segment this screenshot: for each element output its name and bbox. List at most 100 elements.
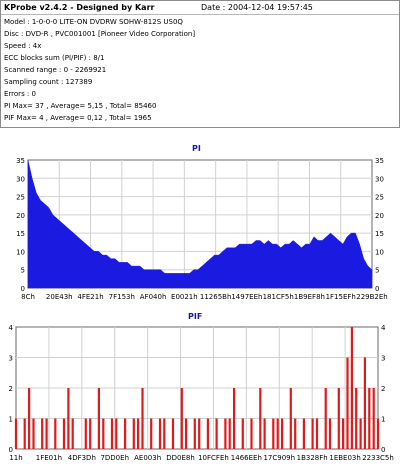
pif-bar <box>62 418 66 449</box>
pi-stats-text: PI Max= 37 , Average= 5,15 , Total= 8546… <box>4 102 157 110</box>
pif-bar <box>32 418 35 449</box>
x-tick-label: 2233C5h <box>362 454 394 462</box>
pif-bar <box>89 418 92 449</box>
date-text: Date : 2004-12-04 19:57:45 <box>201 3 313 12</box>
pif-bar <box>158 418 162 449</box>
x-tick-label: 7DD0Eh <box>100 454 129 462</box>
pif-bar <box>132 418 135 449</box>
pif-bar <box>324 388 327 449</box>
y-tick-label-right: 10 <box>375 248 384 256</box>
pif-bar <box>355 388 358 449</box>
y-tick-label-right: 0 <box>375 285 379 293</box>
pif-bar <box>233 388 236 449</box>
y-tick-label-right: 4 <box>381 324 386 332</box>
y-tick-label-left: 3 <box>9 355 13 363</box>
pif-bar <box>171 418 175 449</box>
pif-bar <box>71 418 74 449</box>
pif-bar <box>368 388 371 449</box>
pif-bar <box>350 327 353 449</box>
pif-bar <box>14 418 18 449</box>
divider <box>1 14 399 15</box>
pif-bar <box>41 418 44 449</box>
pif-bar <box>337 388 340 449</box>
pi-chart-title: PI <box>192 144 201 153</box>
x-tick-label: 1B328Fh <box>297 454 328 462</box>
x-tick-label: 7F153h <box>109 293 135 301</box>
x-tick-label: DD0E8h <box>166 454 195 462</box>
y-tick-label-left: 25 <box>16 194 25 202</box>
x-tick-label: 1B9EF8h <box>294 293 325 301</box>
pif-bar <box>281 418 284 449</box>
sampling-count-text: Sampling count : 127389 <box>4 78 93 86</box>
pif-bar <box>141 388 144 449</box>
y-tick-label-right: 35 <box>375 157 384 165</box>
y-tick-label-left: 0 <box>9 446 13 454</box>
x-tick-label: AF040h <box>140 293 167 301</box>
pif-bar <box>315 418 319 449</box>
pif-bar <box>163 418 166 449</box>
pif-bar <box>228 418 231 449</box>
x-tick-label: AE003h <box>134 454 161 462</box>
speed-text: Speed : 4x <box>4 42 42 50</box>
pif-bar <box>180 388 183 449</box>
pif-bar <box>241 418 244 449</box>
x-tick-label: 1FE01h <box>36 454 62 462</box>
errors-text: Errors : 0 <box>4 90 36 98</box>
pif-bar <box>372 388 375 449</box>
app-title: KProbe v2.4.2 - Designed by Karr <box>4 3 155 12</box>
y-tick-label-left: 4 <box>9 324 14 332</box>
x-tick-label: 11265Bh <box>200 293 232 301</box>
x-tick-label: 17C909h <box>263 454 295 462</box>
y-tick-label-left: 35 <box>16 157 25 165</box>
pi-chart: 0 0 5 5 10 10 15 15 20 20 25 25 30 30 35 35 8Ch 20E43h 4FE… <box>16 157 388 301</box>
pif-stats-text: PIF Max= 4 , Average= 0,12 , Total= 1965 <box>4 114 152 122</box>
pi-series <box>27 159 373 289</box>
y-tick-label-right: 1 <box>381 416 385 424</box>
pif-bar <box>250 418 253 449</box>
x-tick-label: 181CF5h <box>263 293 294 301</box>
info-panel: KProbe v2.4.2 - Designed by Karr Date : … <box>0 0 400 128</box>
pif-bar <box>272 418 275 449</box>
x-tick-label: E0021h <box>171 293 198 301</box>
pif-bar <box>193 418 196 449</box>
y-tick-label-right: 3 <box>381 355 385 363</box>
pif-bar <box>342 418 345 449</box>
pif-bar <box>376 418 380 449</box>
x-tick-label: 1F15EFh <box>326 293 356 301</box>
pif-bar <box>84 418 87 449</box>
y-tick-label-left: 0 <box>21 285 25 293</box>
y-tick-label-left: 1 <box>9 416 13 424</box>
pif-bar <box>198 418 201 449</box>
pif-bar <box>67 388 70 449</box>
pif-bar <box>263 418 266 449</box>
x-tick-label: 1497EEh <box>231 293 262 301</box>
y-tick-label-left: 2 <box>9 385 13 393</box>
x-tick-label: 1EBE03h <box>329 454 360 462</box>
x-tick-label: 1466EEh <box>231 454 262 462</box>
y-tick-label-left: 20 <box>16 212 25 220</box>
y-tick-label-right: 5 <box>375 267 379 275</box>
pif-bar <box>294 418 297 449</box>
y-tick-label-right: 30 <box>375 175 384 183</box>
pif-bar <box>363 357 366 449</box>
y-tick-label-right: 0 <box>381 446 385 454</box>
y-tick-label-right: 25 <box>375 194 384 202</box>
pif-bar <box>185 418 188 449</box>
y-tick-label-left: 10 <box>16 248 25 256</box>
x-tick-label: 10FCFEh <box>198 454 229 462</box>
pif-bar <box>124 418 127 449</box>
pif-bar <box>137 418 140 449</box>
y-tick-label-right: 15 <box>375 230 384 238</box>
pif-bar <box>311 418 314 449</box>
pif-bar <box>102 418 105 449</box>
pif-bar <box>259 388 262 449</box>
pif-bar <box>115 418 118 449</box>
x-tick-label: 20E43h <box>46 293 73 301</box>
pif-bar <box>150 418 153 449</box>
pif-bar <box>346 357 349 449</box>
pif-bar <box>45 418 48 449</box>
y-tick-label-left: 30 <box>16 175 25 183</box>
pif-bar <box>110 418 114 449</box>
pif-bar <box>359 418 362 449</box>
pif-bar <box>328 418 332 449</box>
